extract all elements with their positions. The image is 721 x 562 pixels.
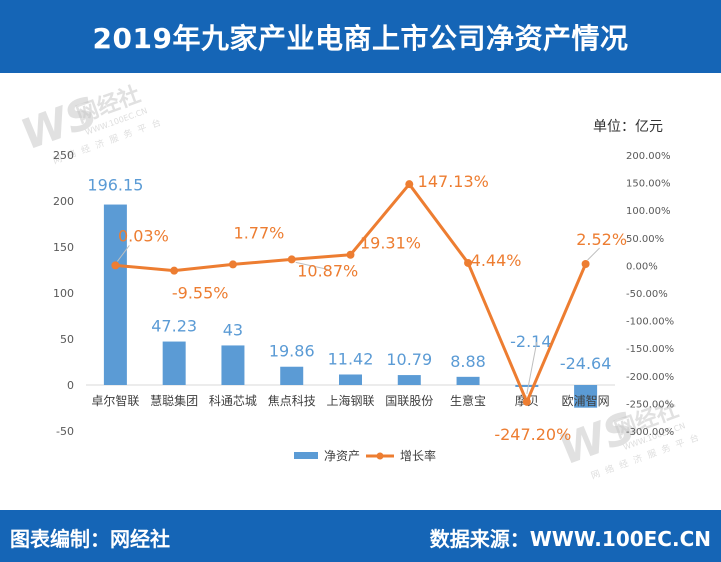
- bar: [221, 345, 245, 385]
- y-right-tick-label: 50.00%: [626, 234, 664, 245]
- growth-point: [111, 261, 120, 270]
- bar: [515, 385, 539, 387]
- x-tick-label: 欧浦智网: [562, 393, 610, 408]
- label-leader-line: [526, 341, 538, 394]
- y-left-tick-label: 0: [67, 379, 74, 392]
- y-right-tick-label: 0.00%: [626, 261, 658, 272]
- x-tick-label: 上海钢联: [326, 393, 374, 408]
- growth-point: [581, 260, 590, 269]
- label-leader-line: [116, 245, 130, 262]
- label-leader-line: [587, 247, 600, 261]
- label-leader-line: [295, 261, 328, 270]
- line-value-label: -9.55%: [172, 284, 229, 303]
- line-value-label: -247.20%: [494, 425, 571, 444]
- y-left-tick-label: 250: [53, 149, 74, 162]
- bar-value-label: 43: [223, 320, 243, 339]
- x-tick-label: 生意宝: [450, 393, 486, 408]
- y-right-tick-label: -250.00%: [626, 399, 674, 410]
- growth-point: [405, 180, 414, 189]
- bar-value-label: 8.88: [450, 352, 486, 371]
- y-right-tick-label: 200.00%: [626, 151, 671, 162]
- y-left-tick-label: 50: [60, 333, 74, 346]
- line-value-label: 147.13%: [418, 172, 489, 191]
- bar: [397, 375, 421, 385]
- legend-label: 增长率: [400, 448, 436, 463]
- line-value-label: 10.87%: [297, 261, 358, 280]
- y-left-tick-label: 200: [53, 195, 74, 208]
- growth-point: [522, 397, 531, 406]
- bar-value-label: -24.64: [560, 354, 612, 373]
- x-tick-label: 科通芯城: [209, 394, 257, 408]
- growth-point: [170, 266, 179, 275]
- y-right-tick-label: -200.00%: [626, 372, 674, 383]
- bar-value-label: 196.15: [87, 176, 143, 195]
- x-tick-label: 慧聪集团: [150, 393, 198, 408]
- line-value-label: 4.44%: [471, 251, 522, 270]
- plot-area: 250 200 150 100 50 0 -50 200.00% 150.00% 100.00% 5…: [53, 149, 674, 463]
- unit-label: 单位：亿元: [593, 119, 663, 135]
- bar: [456, 376, 480, 385]
- legend-label: 净资产: [324, 449, 360, 463]
- bar: [162, 341, 186, 385]
- footer-credit: 图表编制：网经社: [10, 527, 170, 551]
- y-right-tick-label: 100.00%: [626, 206, 671, 217]
- y-left-tick-label: -50: [56, 425, 74, 438]
- bar-value-label: 47.23: [151, 317, 197, 336]
- y-right-tick-label: -300.00%: [626, 427, 674, 438]
- growth-point: [346, 250, 355, 259]
- y-right-tick-label: 150.00%: [626, 179, 671, 190]
- x-tick-label: 国联股份: [385, 394, 433, 408]
- y-left-tick-label: 150: [53, 241, 74, 254]
- footer-source: 数据来源：WWW.100EC.CN: [429, 527, 711, 551]
- bar: [280, 366, 304, 385]
- growth-point: [464, 258, 473, 267]
- bar-value-label: 10.79: [386, 350, 432, 369]
- bar: [574, 385, 598, 408]
- bar-value-label: 19.86: [269, 342, 315, 361]
- footer-bar: 图表编制：网经社 数据来源：WWW.100EC.CN: [0, 510, 721, 562]
- watermark-top: WS 网经社 WWW.100EC.CN 网络经济服务平台: [15, 81, 168, 166]
- legend-swatch-bar: [294, 452, 318, 459]
- x-tick-label: 卓尔智联: [91, 393, 139, 408]
- line-value-label: 0.03%: [118, 226, 169, 245]
- growth-point: [287, 255, 296, 264]
- y-left-tick-label: 100: [53, 287, 74, 300]
- y-right-tick-label: -150.00%: [626, 344, 674, 355]
- x-tick-label: 焦点科技: [268, 394, 316, 408]
- y-right-tick-label: -50.00%: [626, 289, 668, 300]
- chart-title: 2019年九家产业电商上市公司净资产情况: [92, 21, 629, 55]
- growth-point: [228, 260, 237, 269]
- legend-swatch-marker: [376, 452, 384, 460]
- bar-value-label: -2.14: [510, 332, 551, 351]
- header-bar: 2019年九家产业电商上市公司净资产情况: [0, 0, 721, 73]
- y-right-tick-label: -100.00%: [626, 317, 674, 328]
- line-value-label: 19.31%: [360, 234, 421, 253]
- bar: [339, 374, 362, 385]
- line-value-label: 1.77%: [234, 223, 285, 242]
- bar: [103, 204, 127, 385]
- line-value-label: 2.52%: [576, 230, 627, 249]
- bar-value-label: 11.42: [328, 349, 374, 368]
